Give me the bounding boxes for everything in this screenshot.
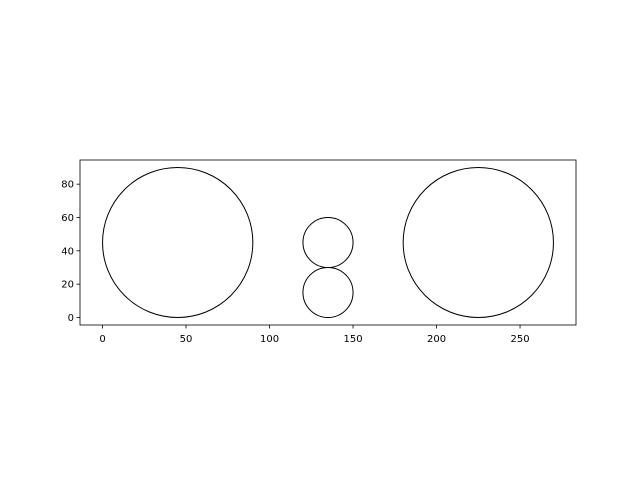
y-tick-label: 40 — [61, 246, 74, 257]
circles-layer — [102, 167, 554, 318]
x-tick-label: 50 — [180, 334, 193, 345]
x-axis: 0 50 100 150 200 250 — [99, 325, 530, 345]
y-axis: 0 20 40 60 80 — [61, 180, 80, 324]
circle-small-circle-top — [302, 217, 354, 268]
circle-large-circle-left — [102, 167, 254, 318]
axes-frame — [79, 159, 577, 326]
x-tick-label: 150 — [344, 334, 363, 345]
circle-large-circle-right — [402, 167, 554, 318]
x-tick-label: 250 — [511, 334, 530, 345]
x-tick-label: 0 — [99, 334, 105, 345]
y-tick-label: 60 — [61, 213, 74, 224]
y-tick-label: 0 — [68, 313, 74, 324]
x-tick-label: 100 — [260, 334, 279, 345]
circle-small-circle-bottom — [302, 267, 354, 318]
y-tick-label: 20 — [61, 280, 74, 291]
x-tick-label: 200 — [427, 334, 446, 345]
y-tick-label: 80 — [61, 180, 74, 191]
